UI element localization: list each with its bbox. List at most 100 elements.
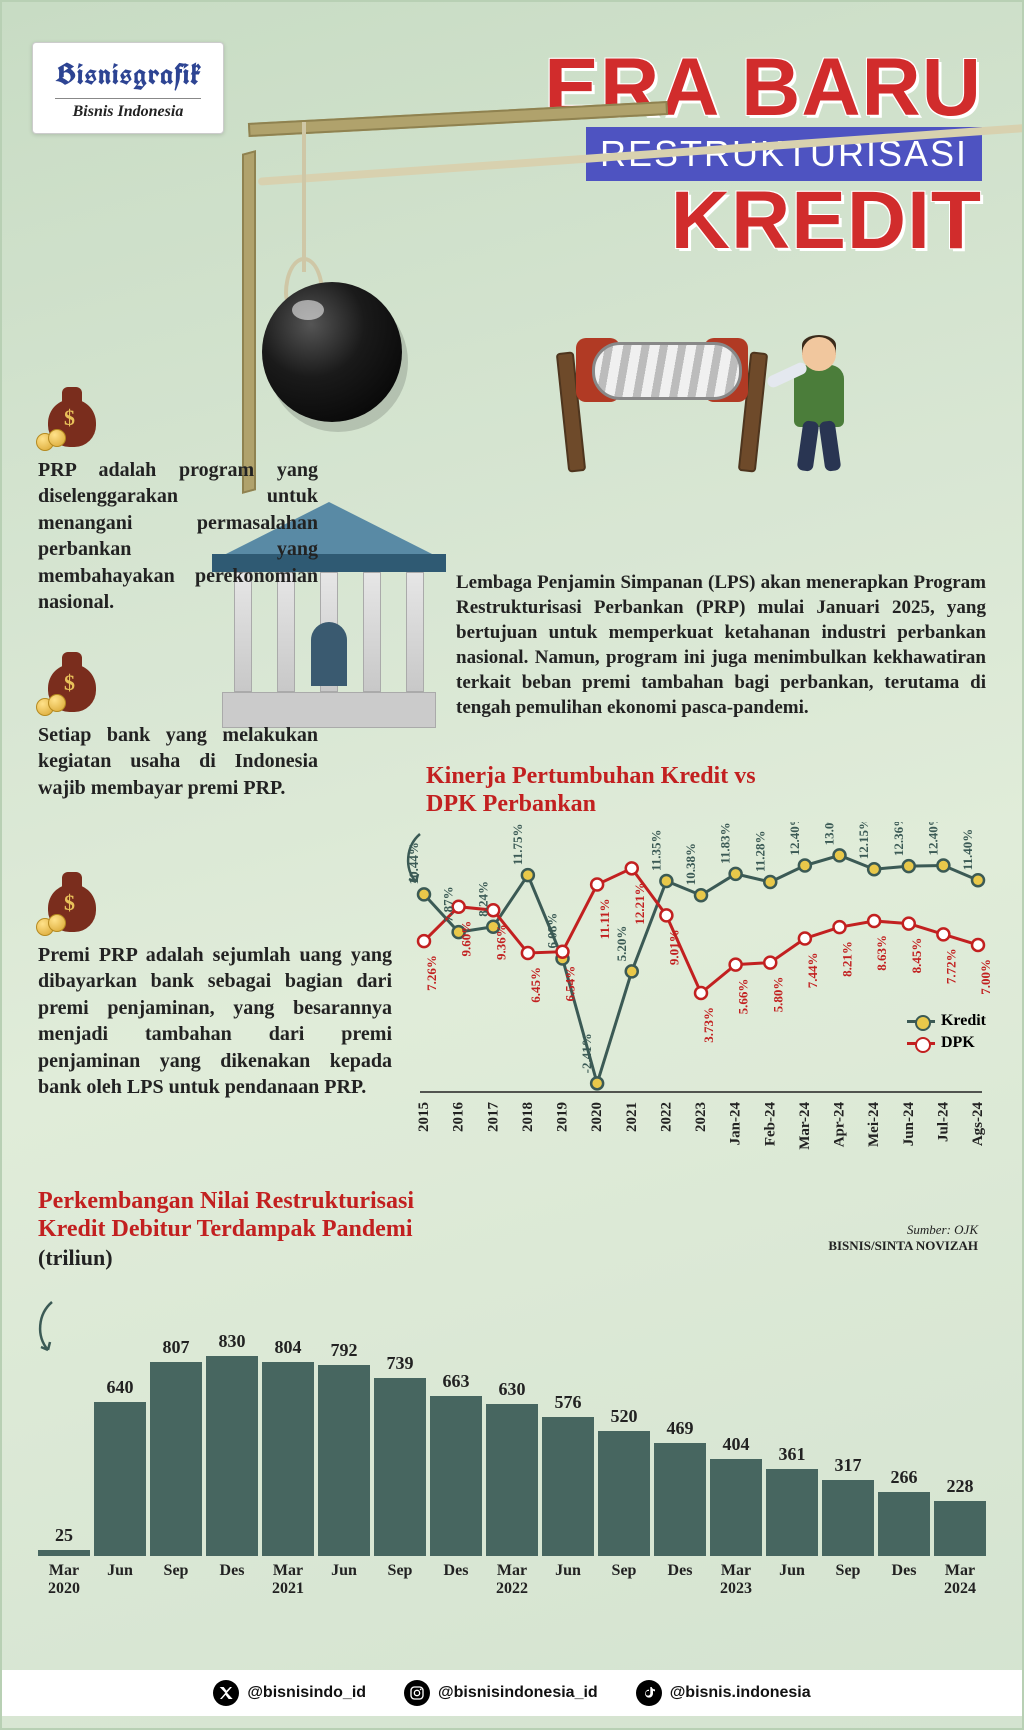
svg-text:9.60%: 9.60% (459, 921, 474, 957)
person-icon (782, 337, 872, 487)
svg-text:11.11%: 11.11% (597, 899, 612, 940)
svg-text:10.38%: 10.38% (683, 843, 698, 885)
svg-text:Jun-24: Jun-24 (901, 1102, 917, 1147)
bar-value: 640 (107, 1377, 134, 1398)
bar-value: 361 (779, 1444, 806, 1465)
social-tiktok: @bisnis.indonesia (636, 1680, 811, 1706)
bar-column: 25Mar2020 (38, 1525, 90, 1602)
bar-x-label: Sep (836, 1562, 861, 1602)
svg-text:6.54%: 6.54% (563, 966, 578, 1002)
bar (150, 1362, 202, 1556)
svg-text:11.40%: 11.40% (960, 829, 975, 871)
bar (934, 1501, 986, 1556)
bar-value: 630 (499, 1379, 526, 1400)
bar (822, 1480, 874, 1556)
bar-value: 792 (331, 1340, 358, 1361)
bar-value: 804 (275, 1337, 302, 1358)
social-tiktok-handle: @bisnis.indonesia (670, 1684, 811, 1702)
svg-text:12.15%: 12.15% (856, 822, 871, 859)
svg-text:11.28%: 11.28% (752, 830, 767, 872)
bar-x-label: Jun (331, 1562, 357, 1602)
bar-x-label: Sep (164, 1562, 189, 1602)
bar-column: 361 Jun (766, 1444, 818, 1602)
svg-text:-2.41%: -2.41% (579, 1033, 594, 1073)
gallows-post (242, 150, 256, 494)
bar (262, 1362, 314, 1556)
bar-value: 807 (163, 1337, 190, 1358)
svg-text:2020: 2020 (589, 1102, 605, 1132)
bar-chart: 25Mar2020 640 Jun 807 Sep 830Des 804 Mar2021 792… (38, 1312, 986, 1602)
svg-text:Jan-24: Jan-24 (728, 1102, 744, 1146)
bar-column: 630Mar2022 (486, 1379, 538, 1602)
bar (710, 1459, 762, 1556)
bar (318, 1365, 370, 1556)
bar (94, 1402, 146, 1556)
svg-text:3.73%: 3.73% (701, 1007, 716, 1043)
money-bag-icon: $ (44, 872, 100, 932)
svg-text:7.87%: 7.87% (441, 886, 456, 922)
svg-text:12.21%: 12.21% (632, 882, 647, 924)
x-icon (213, 1680, 239, 1706)
bar-x-label: Mar2020 (48, 1562, 80, 1602)
bar-column: 317Sep (822, 1455, 874, 1602)
money-bag-icon: $ (44, 387, 100, 447)
bar-column: 807 Sep (150, 1337, 202, 1602)
bar (878, 1492, 930, 1556)
bar (598, 1431, 650, 1556)
bar-column: 663Des (430, 1371, 482, 1602)
lead-paragraph: Lembaga Penjamin Simpanan (LPS) akan men… (456, 570, 986, 720)
bar-value: 469 (667, 1418, 694, 1439)
bar (374, 1378, 426, 1556)
svg-text:2015: 2015 (416, 1102, 432, 1132)
bar-column: 404 Mar2023 (710, 1434, 762, 1602)
winch-icon (562, 352, 762, 482)
bar-value: 520 (611, 1406, 638, 1427)
social-instagram: @bisnisindonesia_id (404, 1680, 598, 1706)
bar-x-label: Jun (779, 1562, 805, 1602)
bar-x-label: Mar2023 (720, 1562, 752, 1602)
svg-text:2016: 2016 (451, 1102, 467, 1133)
bar-column: 228Mar2024 (934, 1476, 986, 1602)
svg-text:11.83%: 11.83% (718, 822, 733, 864)
svg-text:10.44%: 10.44% (406, 842, 421, 884)
svg-text:12.40%: 12.40% (787, 822, 802, 856)
side-paragraph-2: Setiap bank yang melakukan kegiatan usah… (38, 722, 318, 801)
bar-column: 804 Mar2021 (262, 1337, 314, 1602)
bar (542, 1417, 594, 1556)
svg-text:7.44%: 7.44% (805, 952, 820, 988)
svg-text:Jul-24: Jul-24 (935, 1102, 951, 1143)
side-paragraph-1: PRP adalah program yang diselenggarakan … (38, 457, 318, 615)
svg-text:2018: 2018 (520, 1102, 536, 1132)
social-x: @bisnisindo_id (213, 1680, 366, 1706)
bar-column: 266 Des (878, 1467, 930, 1602)
bar-x-label: Sep (388, 1562, 413, 1602)
line-chart-title: Kinerja Pertumbuhan Kredit vs DPK Perban… (426, 762, 776, 819)
svg-text:11.35%: 11.35% (648, 829, 663, 871)
bar-column: 520Sep (598, 1406, 650, 1602)
social-x-handle: @bisnisindo_id (247, 1684, 366, 1702)
bar-x-label: Des (892, 1562, 917, 1602)
svg-text:5.20%: 5.20% (614, 926, 629, 962)
bar-x-label: Mar2021 (272, 1562, 304, 1602)
bar-x-label: Des (220, 1562, 245, 1602)
svg-text:5.80%: 5.80% (770, 977, 785, 1013)
bar-value: 228 (947, 1476, 974, 1497)
rope-icon (302, 122, 306, 272)
infographic-page: Bisnisgrafik Bisnis Indonesia ERA BARU R… (0, 0, 1024, 1730)
logo-main-text: Bisnisgrafik (55, 55, 201, 94)
logo-sub-text: Bisnis Indonesia (55, 98, 201, 121)
bar-value: 663 (443, 1371, 470, 1392)
bar-value: 266 (891, 1467, 918, 1488)
svg-text:2021: 2021 (624, 1102, 640, 1132)
bar-x-label: Des (668, 1562, 693, 1602)
svg-text:6.08%: 6.08% (545, 913, 560, 949)
svg-text:7.26%: 7.26% (424, 955, 439, 991)
bar-column: 830Des (206, 1331, 258, 1602)
bar-value: 404 (723, 1434, 750, 1455)
bar-x-label: Jun (107, 1562, 133, 1602)
legend-item-kredit: Kredit (907, 1012, 986, 1030)
instagram-icon (404, 1680, 430, 1706)
svg-text:Ags-24: Ags-24 (970, 1102, 986, 1147)
svg-text:8.45%: 8.45% (909, 938, 924, 974)
bar (38, 1550, 90, 1556)
